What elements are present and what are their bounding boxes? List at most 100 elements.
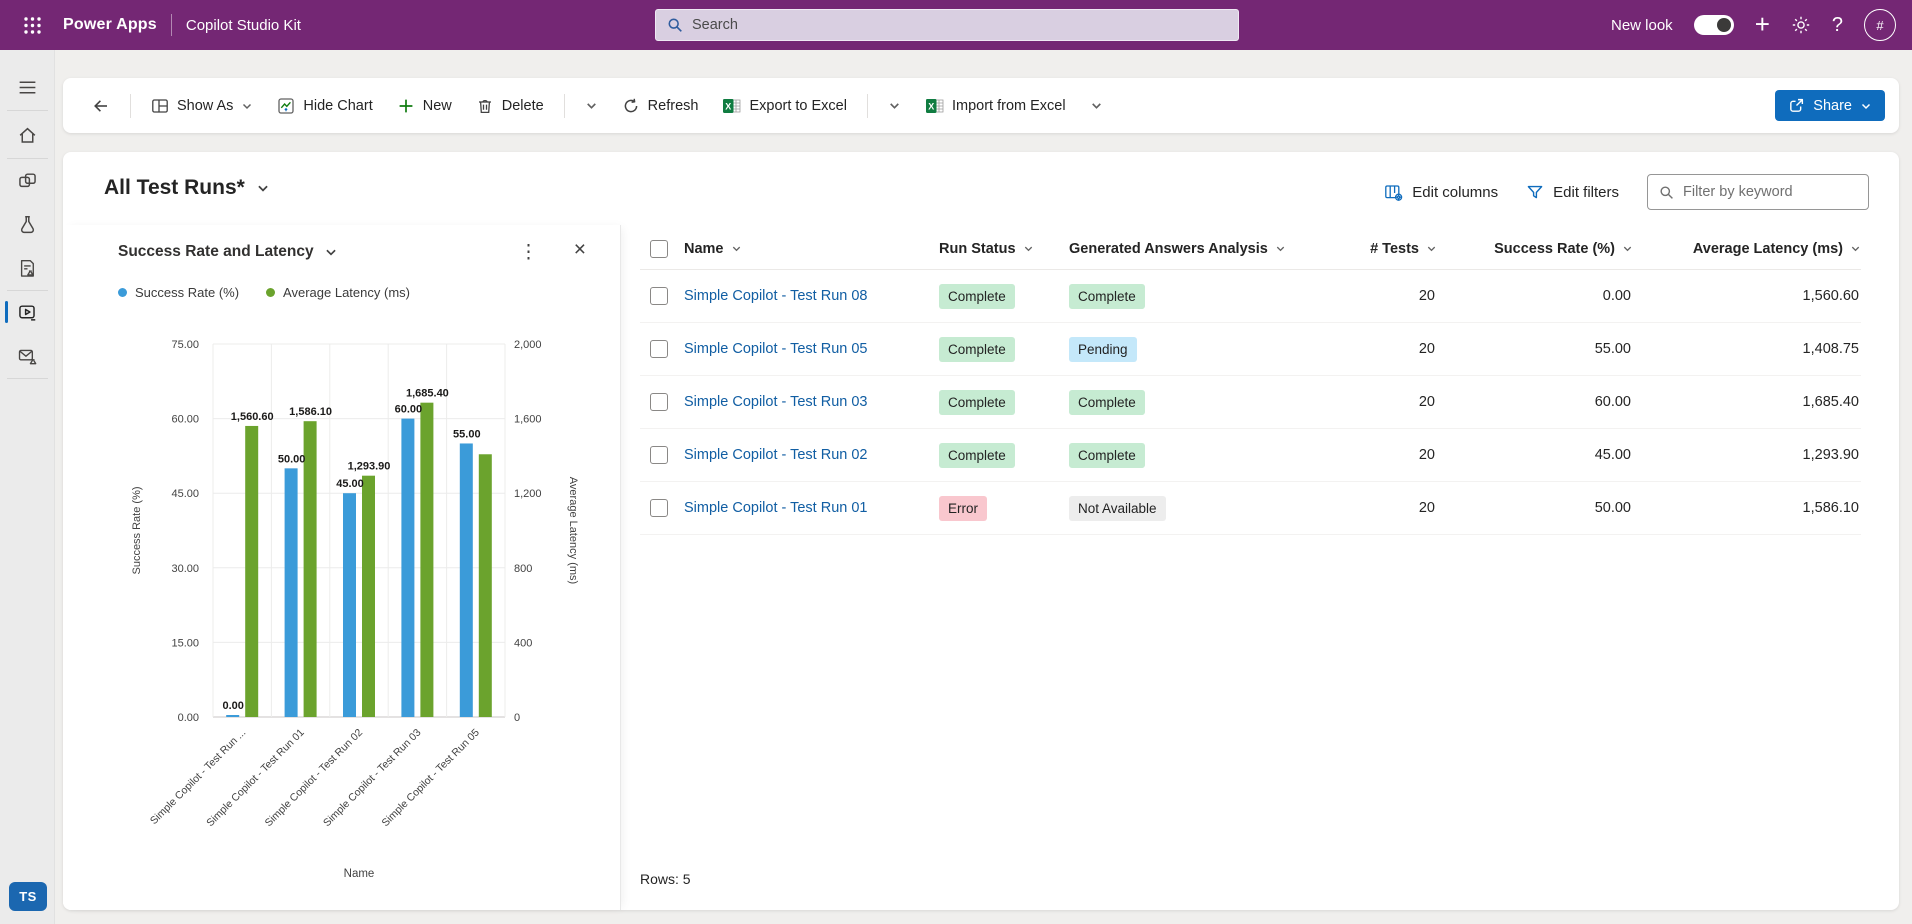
app-launcher-icon[interactable] (15, 8, 49, 42)
avg-latency-value: 1,408.75 (1802, 341, 1859, 357)
new-button[interactable]: New (386, 89, 463, 123)
success-rate-value: 45.00 (1594, 447, 1631, 463)
table-row[interactable]: Simple Copilot - Test Run 03 Complete Comp… (640, 376, 1861, 429)
test-run-link[interactable]: Simple Copilot - Test Run 01 (684, 500, 868, 516)
test-runs-table: Name Run Status Generated Answers Analys… (640, 228, 1861, 910)
export-excel-button[interactable]: X Export to Excel (711, 89, 858, 123)
legend-item-success-rate: Success Rate (%) (118, 285, 239, 300)
app-name[interactable]: Power Apps (63, 16, 157, 33)
sidebar-item-tests[interactable] (0, 206, 55, 242)
column-header-run-status[interactable]: Run Status (939, 241, 1069, 257)
success-rate-value: 50.00 (1594, 500, 1631, 516)
svg-text:0: 0 (514, 712, 520, 724)
global-search-input[interactable]: Search (655, 9, 1239, 41)
filter-placeholder: Filter by keyword (1683, 184, 1793, 200)
show-as-icon (152, 98, 168, 113)
sidebar-item-results[interactable] (0, 338, 55, 374)
test-run-link[interactable]: Simple Copilot - Test Run 05 (684, 341, 868, 357)
svg-text:1,293.90: 1,293.90 (348, 461, 391, 473)
success-rate-value: 60.00 (1594, 394, 1631, 410)
hide-chart-button[interactable]: Hide Chart (266, 89, 383, 123)
svg-text:800: 800 (514, 563, 532, 575)
chevron-down-icon (1091, 103, 1101, 109)
nav-divider (7, 290, 48, 291)
edit-columns-button[interactable]: Edit columns (1384, 183, 1498, 202)
toolbar-divider (563, 93, 565, 118)
delete-button[interactable]: Delete (465, 89, 555, 123)
avg-latency-value: 1,586.10 (1802, 500, 1859, 516)
export-overflow-chevron[interactable] (877, 91, 912, 120)
table-row[interactable]: Simple Copilot - Test Run 01 Error Not Ava… (640, 482, 1861, 535)
nav-divider (7, 158, 48, 159)
run-status-badge: Error (939, 495, 987, 521)
run-status-badge: Complete (939, 442, 1015, 468)
edit-filters-button[interactable]: Edit filters (1526, 183, 1619, 201)
back-arrow-icon (94, 99, 107, 112)
chart-more-options-icon[interactable]: ⋮ (519, 242, 538, 263)
share-button[interactable]: Share (1775, 90, 1885, 121)
sidebar-item-home[interactable] (0, 117, 55, 153)
import-excel-button[interactable]: X Import from Excel (914, 89, 1077, 123)
test-run-link[interactable]: Simple Copilot - Test Run 03 (684, 394, 868, 410)
legend-item-avg-latency: Average Latency (ms) (266, 285, 410, 300)
chart-close-icon[interactable]: × (573, 238, 586, 261)
sidebar-item-agents[interactable] (0, 162, 55, 198)
svg-text:2,000: 2,000 (514, 339, 542, 351)
plus-icon (399, 99, 413, 112)
select-all-checkbox[interactable] (650, 239, 668, 258)
table-row[interactable]: Simple Copilot - Test Run 08 Complete Comp… (640, 270, 1861, 323)
column-header-avg-latency[interactable]: Average Latency (ms) (1633, 241, 1861, 257)
row-checkbox[interactable] (650, 446, 668, 464)
test-run-link[interactable]: Simple Copilot - Test Run 02 (684, 447, 868, 463)
settings-gear-icon[interactable] (1791, 15, 1811, 35)
refresh-button[interactable]: Refresh (611, 89, 710, 123)
column-header-name[interactable]: Name (684, 241, 939, 257)
left-navigation-rail: TS (0, 50, 55, 924)
row-checkbox[interactable] (650, 499, 668, 517)
legend-dot-blue (118, 288, 127, 297)
search-placeholder: Search (692, 17, 738, 33)
environment-name[interactable]: Copilot Studio Kit (185, 16, 301, 34)
view-selector[interactable]: All Test Runs* (104, 176, 270, 200)
success-rate-value: 0.00 (1602, 288, 1631, 304)
help-icon[interactable]: ? (1831, 14, 1843, 36)
row-checkbox[interactable] (650, 340, 668, 358)
agents-icon (19, 172, 36, 187)
sidebar-item-test-report[interactable] (0, 250, 55, 286)
nav-menu-button[interactable] (0, 69, 55, 105)
tests-count: 20 (1418, 500, 1435, 516)
column-header-success-rate[interactable]: Success Rate (%) (1437, 241, 1633, 257)
refresh-icon (624, 98, 638, 112)
svg-text:30.00: 30.00 (171, 563, 199, 575)
row-checkbox[interactable] (650, 393, 668, 411)
column-header-analysis[interactable]: Generated Answers Analysis (1069, 241, 1311, 257)
svg-text:55.00: 55.00 (453, 428, 481, 440)
edit-columns-icon (1385, 184, 1403, 201)
import-overflow-chevron[interactable] (1079, 91, 1114, 120)
new-look-toggle[interactable] (1693, 15, 1734, 35)
test-run-link[interactable]: Simple Copilot - Test Run 08 (684, 288, 868, 304)
chart-legend: Success Rate (%) Average Latency (ms) (118, 285, 410, 300)
filter-keyword-input[interactable]: Filter by keyword (1647, 174, 1869, 210)
table-row[interactable]: Simple Copilot - Test Run 02 Complete Comp… (640, 429, 1861, 482)
toggle-knob (1716, 18, 1731, 32)
new-look-label: New look (1610, 16, 1673, 34)
chart-type-selector[interactable]: Success Rate and Latency (118, 243, 338, 261)
svg-text:60.00: 60.00 (395, 404, 423, 416)
account-avatar[interactable]: # (1864, 9, 1896, 41)
svg-text:Simple Copilot - Test Run 01: Simple Copilot - Test Run 01 (204, 727, 307, 830)
back-button[interactable] (81, 89, 121, 123)
overflow-chevron[interactable] (574, 91, 609, 120)
show-as-button[interactable]: Show As (140, 89, 264, 123)
tests-count: 20 (1418, 288, 1435, 304)
svg-text:0.00: 0.00 (178, 712, 199, 724)
table-row[interactable]: Simple Copilot - Test Run 05 Complete Pend… (640, 323, 1861, 376)
row-checkbox[interactable] (650, 287, 668, 305)
chevron-down-icon (258, 185, 268, 192)
sidebar-item-test-runs[interactable] (0, 294, 55, 330)
top-header: Power Apps Copilot Studio Kit Search New… (0, 0, 1912, 50)
column-header-tests[interactable]: # Tests (1311, 241, 1437, 257)
environment-badge[interactable]: TS (9, 882, 47, 911)
add-icon[interactable]: + (1754, 8, 1770, 39)
analysis-badge: Pending (1069, 336, 1137, 362)
